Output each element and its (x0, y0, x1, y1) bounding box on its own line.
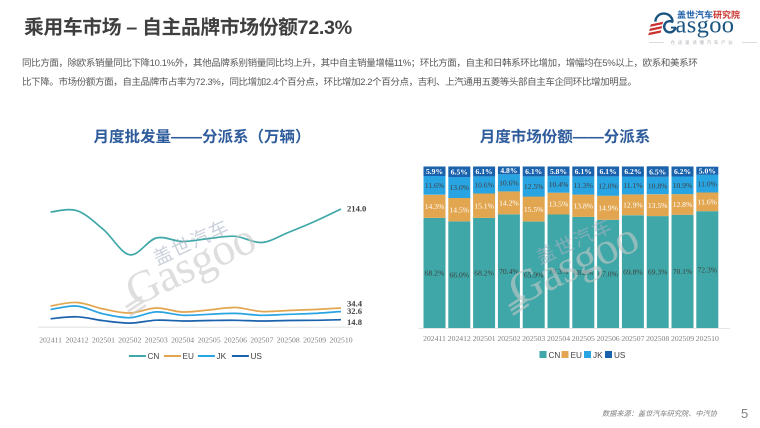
svg-text:202506: 202506 (597, 334, 620, 343)
svg-text:202509: 202509 (303, 336, 326, 345)
svg-text:68.2%: 68.2% (425, 269, 445, 278)
svg-text:202502: 202502 (497, 334, 520, 343)
svg-text:69.8%: 69.8% (623, 267, 643, 276)
svg-text:6.1%: 6.1% (575, 167, 592, 176)
svg-text:70.4%: 70.4% (499, 267, 519, 276)
svg-text:6.1%: 6.1% (476, 167, 493, 176)
svg-text:202412: 202412 (65, 336, 88, 345)
svg-text:202504: 202504 (171, 336, 194, 345)
svg-text:202502: 202502 (118, 336, 141, 345)
svg-text:13.5%: 13.5% (648, 201, 668, 210)
svg-text:34.4: 34.4 (347, 298, 363, 308)
svg-text:10.8%: 10.8% (648, 181, 668, 190)
svg-text:盖世汽车研究院: 盖世汽车研究院 (677, 10, 740, 20)
svg-text:70.3%: 70.3% (549, 267, 569, 276)
svg-text:15.1%: 15.1% (474, 201, 494, 210)
svg-text:10.6%: 10.6% (499, 179, 519, 188)
svg-text:13.5%: 13.5% (549, 199, 569, 208)
svg-text:14.2%: 14.2% (499, 199, 519, 208)
svg-text:4.8%: 4.8% (500, 166, 517, 175)
svg-text:asgoo: asgoo (676, 11, 735, 38)
svg-text:202507: 202507 (621, 334, 644, 343)
svg-text:202501: 202501 (473, 334, 496, 343)
svg-text:US: US (614, 351, 626, 360)
svg-text:12.0%: 12.0% (598, 182, 618, 191)
svg-text:Gasgoo: Gasgoo (117, 212, 263, 316)
svg-text:202508: 202508 (646, 334, 669, 343)
svg-text:202506: 202506 (224, 336, 247, 345)
svg-text:202505: 202505 (197, 336, 220, 345)
svg-text:11.0%: 11.0% (698, 179, 718, 188)
svg-text:202507: 202507 (250, 336, 273, 345)
svg-text:68.8%: 68.8% (573, 268, 593, 277)
svg-text:202510: 202510 (329, 336, 352, 345)
svg-text:JK: JK (593, 351, 603, 360)
svg-text:202508: 202508 (277, 336, 300, 345)
svg-text:202503: 202503 (522, 334, 545, 343)
svg-text:72.3%: 72.3% (697, 265, 717, 274)
svg-text:202505: 202505 (572, 334, 595, 343)
svg-text:月度批发量——分派系（万辆）: 月度批发量——分派系（万辆） (93, 128, 310, 146)
svg-text:202412: 202412 (448, 334, 471, 343)
svg-text:65.9%: 65.9% (524, 271, 544, 280)
svg-text:月度市场份额——分派系: 月度市场份额——分派系 (480, 128, 651, 146)
svg-text:5.0%: 5.0% (699, 166, 716, 175)
svg-text:5.9%: 5.9% (426, 167, 443, 176)
svg-text:CN: CN (549, 351, 561, 360)
svg-text:13.0%: 13.0% (449, 183, 469, 192)
svg-text:6.1%: 6.1% (600, 167, 617, 176)
svg-text:11.1%: 11.1% (623, 181, 643, 190)
svg-text:13.8%: 13.8% (573, 201, 593, 210)
svg-text:10.9%: 10.9% (673, 181, 693, 190)
svg-text:202504: 202504 (547, 334, 570, 343)
svg-text:14.5%: 14.5% (449, 205, 469, 214)
svg-text:69.3%: 69.3% (648, 268, 668, 277)
svg-text:6.1%: 6.1% (525, 167, 542, 176)
svg-text:10.6%: 10.6% (474, 181, 494, 190)
svg-text:11.6%: 11.6% (425, 181, 445, 190)
svg-text:US: US (251, 352, 263, 361)
svg-text:15.5%: 15.5% (524, 205, 544, 214)
svg-text:11.6%: 11.6% (698, 198, 718, 207)
svg-text:6.5%: 6.5% (451, 167, 468, 176)
svg-text:在这里读懂汽车产业: 在这里读懂汽车产业 (671, 40, 736, 45)
svg-text:14.3%: 14.3% (425, 202, 445, 211)
svg-text:5.8%: 5.8% (550, 167, 567, 176)
svg-text:202509: 202509 (671, 334, 694, 343)
svg-text:67.0%: 67.0% (598, 270, 618, 279)
svg-text:32.6: 32.6 (347, 306, 363, 316)
svg-text:6.5%: 6.5% (649, 167, 666, 176)
svg-text:12.8%: 12.8% (673, 200, 693, 209)
svg-text:68.2%: 68.2% (474, 269, 494, 278)
svg-text:12.5%: 12.5% (524, 182, 544, 191)
svg-text:202411: 202411 (423, 334, 446, 343)
svg-text:CN: CN (148, 352, 160, 361)
svg-text:6.2%: 6.2% (624, 167, 641, 176)
svg-text:JK: JK (217, 352, 227, 361)
svg-text:11.3%: 11.3% (574, 181, 594, 190)
svg-text:14.9%: 14.9% (598, 204, 618, 213)
svg-text:10.4%: 10.4% (549, 180, 569, 189)
svg-text:202501: 202501 (92, 336, 115, 345)
svg-text:202411: 202411 (39, 336, 62, 345)
svg-text:12.9%: 12.9% (623, 201, 643, 210)
svg-text:70.1%: 70.1% (673, 267, 693, 276)
svg-text:EU: EU (571, 351, 582, 360)
svg-text:66.0%: 66.0% (449, 270, 469, 279)
svg-text:14.8: 14.8 (347, 317, 363, 327)
svg-text:202510: 202510 (696, 334, 719, 343)
svg-text:EU: EU (183, 352, 194, 361)
svg-text:202503: 202503 (145, 336, 168, 345)
svg-text:6.2%: 6.2% (674, 167, 691, 176)
svg-text:214.0: 214.0 (347, 204, 366, 214)
